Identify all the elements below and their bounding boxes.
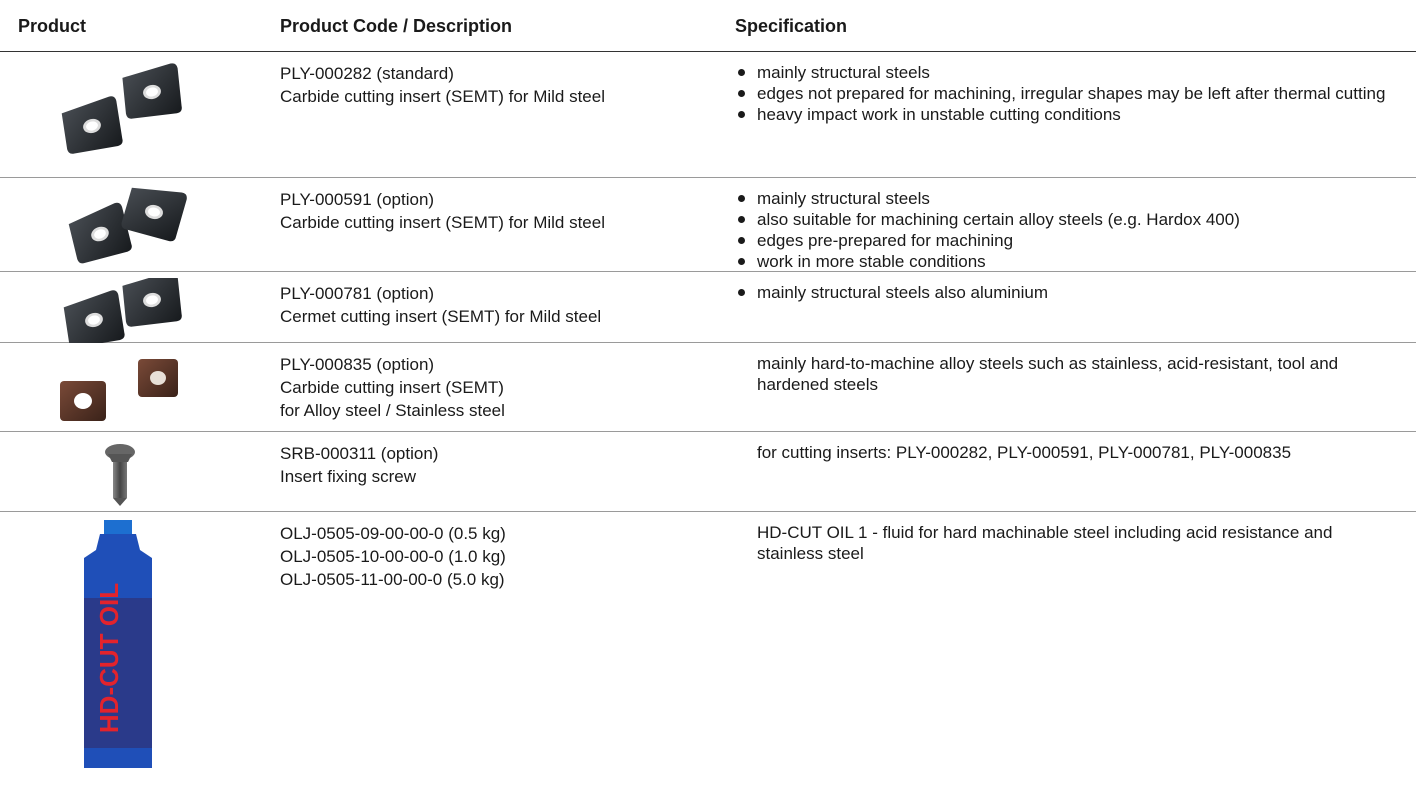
table-row: PLY-000781 (option) Cermet cutting insert… xyxy=(0,271,1416,348)
table-row: PLY-000591 (option) Carbide cutting inser… xyxy=(0,178,1416,272)
product-image: HD-CUT OIL xyxy=(20,518,220,785)
product-code: PLY-000781 (option) Cermet cutting insert… xyxy=(280,282,601,328)
code-line: Carbide cutting insert (SEMT) xyxy=(280,378,504,397)
spec-item: mainly structural steels xyxy=(735,62,1395,83)
product-code: OLJ-0505-09-00-00-0 (0.5 kg) OLJ-0505-10-… xyxy=(280,522,506,591)
code-line: OLJ-0505-09-00-00-0 (0.5 kg) xyxy=(280,524,506,543)
header-cell: Specification xyxy=(735,16,848,36)
specification: HD-CUT OIL 1 - fluid for hard machinable… xyxy=(735,522,1395,564)
spec-item: work in more stable conditions xyxy=(735,251,1395,272)
code-line: PLY-000781 (option) xyxy=(280,284,435,303)
specification: mainly structural steels also aluminium xyxy=(735,282,1395,303)
spec-item: also suitable for machining certain allo… xyxy=(735,209,1395,230)
header-cell: Product Code / Description xyxy=(280,16,513,36)
specification: mainly structural steels also suitable fo… xyxy=(735,188,1395,272)
svg-text:HD-CUT OIL: HD-CUT OIL xyxy=(94,583,124,733)
code-line: PLY-000591 (option) xyxy=(280,190,435,209)
spec-text: for cutting inserts: PLY-000282, PLY-000… xyxy=(757,443,1292,462)
code-line: for Alloy steel / Stainless steel xyxy=(280,401,505,420)
product-code: PLY-000282 (standard) Carbide cutting ins… xyxy=(280,62,605,108)
code-line: PLY-000835 (option) xyxy=(280,355,435,374)
code-line: Carbide cutting insert (SEMT) for Mild s… xyxy=(280,213,605,232)
product-image xyxy=(20,438,220,518)
specification: mainly hard-to-machine alloy steels such… xyxy=(735,353,1395,395)
code-line: SRB-000311 (option) xyxy=(280,444,439,463)
table-row: PLY-000835 (option) Carbide cutting inser… xyxy=(0,343,1416,432)
spec-item: mainly structural steels also aluminium xyxy=(735,282,1395,303)
product-photo xyxy=(60,359,178,421)
specification: for cutting inserts: PLY-000282, PLY-000… xyxy=(735,442,1395,463)
product-image xyxy=(20,271,220,348)
specification: mainly structural steels edges not prepar… xyxy=(735,62,1395,125)
product-photo xyxy=(63,271,182,348)
spec-item: edges not prepared for machining, irregu… xyxy=(735,83,1395,104)
code-line: PLY-000282 (standard) xyxy=(280,64,454,83)
spec-list: mainly structural steels edges not prepar… xyxy=(735,62,1395,125)
table-row: SRB-000311 (option) Insert fixing screw fo… xyxy=(0,432,1416,512)
spec-text: HD-CUT OIL 1 - fluid for hard machinable… xyxy=(757,523,1333,563)
spec-item: edges pre-prepared for machining xyxy=(735,230,1395,251)
code-line: Cermet cutting insert (SEMT) for Mild st… xyxy=(280,307,602,326)
product-photo xyxy=(61,63,182,154)
product-code: PLY-000591 (option) Carbide cutting inser… xyxy=(280,188,605,234)
table-header: Product Product Code / Description Speci… xyxy=(0,0,1416,52)
spec-list: mainly structural steels also aluminium xyxy=(735,282,1395,303)
header-cell: Product xyxy=(18,16,87,36)
product-image xyxy=(20,349,220,434)
product-image xyxy=(20,184,220,274)
table-row: HD-CUT OIL OLJ-0505-09-00-00-0 (0.5 kg) OL… xyxy=(0,512,1416,776)
product-code: PLY-000835 (option) Carbide cutting inser… xyxy=(280,353,505,422)
code-line: OLJ-0505-10-00-00-0 (1.0 kg) xyxy=(280,547,506,566)
code-line: OLJ-0505-11-00-00-0 (5.0 kg) xyxy=(280,570,505,589)
code-line: Carbide cutting insert (SEMT) for Mild s… xyxy=(280,87,605,106)
product-photo xyxy=(105,444,135,506)
code-line: Insert fixing screw xyxy=(280,467,417,486)
spec-text: mainly hard-to-machine alloy steels such… xyxy=(757,354,1339,394)
product-image xyxy=(20,58,220,173)
product-photo xyxy=(68,187,187,264)
spec-list: mainly structural steels also suitable fo… xyxy=(735,188,1395,272)
spec-item: heavy impact work in unstable cutting co… xyxy=(735,104,1395,125)
table-row: PLY-000282 (standard) Carbide cutting ins… xyxy=(0,52,1416,178)
product-code: SRB-000311 (option) Insert fixing screw xyxy=(280,442,438,488)
product-photo: HD-CUT OIL xyxy=(84,520,152,768)
spec-item: mainly structural steels xyxy=(735,188,1395,209)
